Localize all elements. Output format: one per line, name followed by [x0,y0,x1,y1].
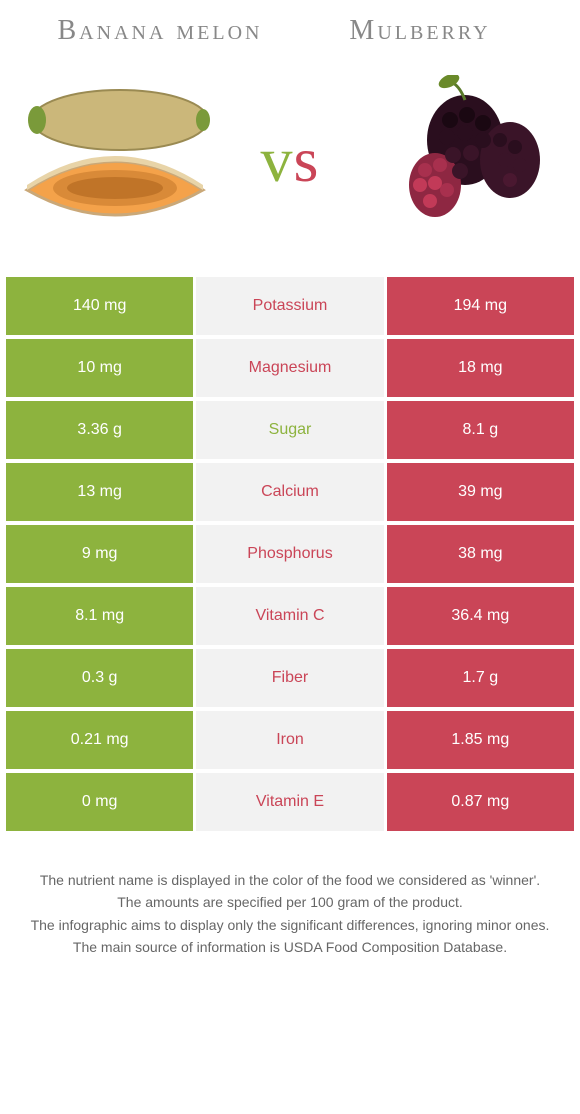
nutrient-label-cell: Calcium [196,463,383,521]
left-value-cell: 140 mg [6,277,193,335]
right-value-cell: 0.87 mg [387,773,574,831]
table-row: 9 mgPhosphorus38 mg [6,525,574,583]
right-value-cell: 38 mg [387,525,574,583]
left-value-cell: 0.3 g [6,649,193,707]
header: Banana melon Mulberry [0,0,580,57]
left-value-cell: 0 mg [6,773,193,831]
table-row: 10 mgMagnesium18 mg [6,339,574,397]
table-row: 8.1 mgVitamin C36.4 mg [6,587,574,645]
footer-notes: The nutrient name is displayed in the co… [0,835,580,957]
table-row: 3.36 gSugar8.1 g [6,401,574,459]
table-row: 140 mgPotassium194 mg [6,277,574,335]
right-value-cell: 194 mg [387,277,574,335]
table-row: 0.3 gFiber1.7 g [6,649,574,707]
image-row: vs [0,57,580,277]
left-value-cell: 0.21 mg [6,711,193,769]
left-value-cell: 3.36 g [6,401,193,459]
left-value-cell: 13 mg [6,463,193,521]
left-food-title: Banana melon [30,15,290,47]
nutrient-label-cell: Sugar [196,401,383,459]
right-food-title: Mulberry [290,15,550,47]
footer-line: The amounts are specified per 100 gram o… [20,892,560,912]
table-row: 0.21 mgIron1.85 mg [6,711,574,769]
nutrient-label-cell: Fiber [196,649,383,707]
nutrient-label-cell: Vitamin C [196,587,383,645]
footer-line: The infographic aims to display only the… [20,915,560,935]
vs-text: vs [261,123,320,197]
footer-line: The main source of information is USDA F… [20,937,560,957]
left-value-cell: 9 mg [6,525,193,583]
comparison-table: 140 mgPotassium194 mg10 mgMagnesium18 mg… [0,277,580,831]
left-value-cell: 8.1 mg [6,587,193,645]
left-value-cell: 10 mg [6,339,193,397]
footer-line: The nutrient name is displayed in the co… [20,870,560,890]
right-value-cell: 18 mg [387,339,574,397]
right-food-image [365,75,565,245]
right-value-cell: 1.7 g [387,649,574,707]
nutrient-label-cell: Magnesium [196,339,383,397]
nutrient-label-cell: Vitamin E [196,773,383,831]
table-row: 13 mgCalcium39 mg [6,463,574,521]
right-value-cell: 8.1 g [387,401,574,459]
nutrient-label-cell: Iron [196,711,383,769]
nutrient-label-cell: Potassium [196,277,383,335]
right-value-cell: 1.85 mg [387,711,574,769]
right-value-cell: 39 mg [387,463,574,521]
nutrient-label-cell: Phosphorus [196,525,383,583]
right-value-cell: 36.4 mg [387,587,574,645]
left-food-image [15,75,215,245]
table-row: 0 mgVitamin E0.87 mg [6,773,574,831]
